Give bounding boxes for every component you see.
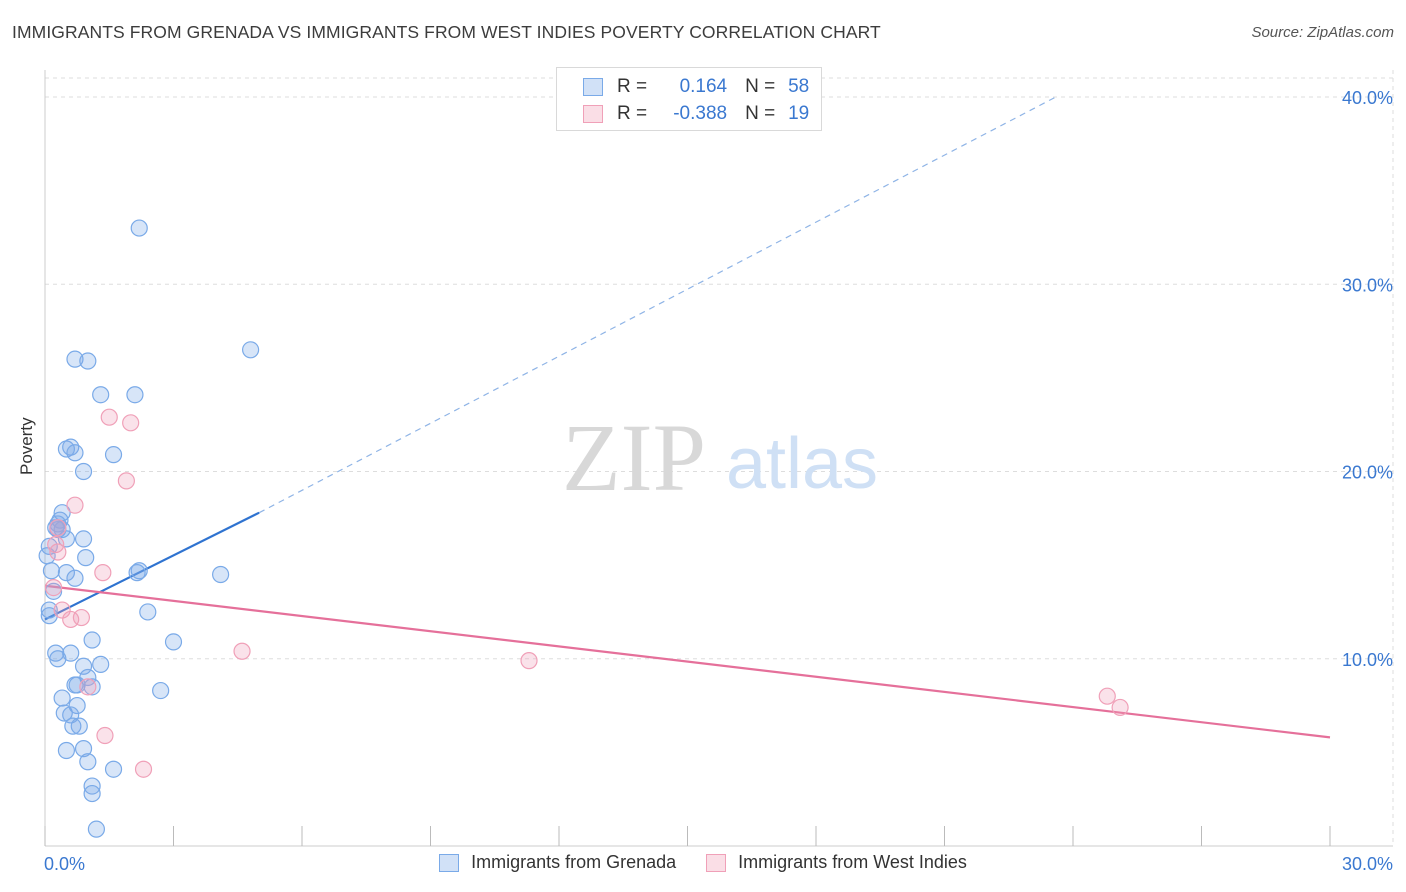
y-axis-label: Poverty: [17, 417, 36, 475]
point-west-indies: [117, 472, 135, 490]
legend-n-label: N =: [745, 76, 776, 97]
point-grenada: [66, 350, 84, 368]
point-grenada: [83, 678, 101, 696]
point-west-indies: [233, 642, 251, 660]
point-grenada: [70, 717, 88, 735]
source-label: Source: ZipAtlas.com: [1251, 24, 1394, 41]
point-west-indies: [79, 678, 97, 696]
point-west-indies: [94, 564, 112, 582]
point-grenada: [79, 352, 97, 370]
legend-swatch-west-indies: [583, 105, 603, 123]
point-grenada: [79, 753, 97, 771]
point-grenada: [74, 740, 93, 758]
tick-labels: 10.0% 20.0% 30.0% 40.0% 0.0% 30.0%: [44, 88, 1393, 874]
trend-line-grenada: [44, 511, 260, 621]
point-west-indies: [62, 610, 80, 629]
y-tick-label: 10.0%: [1342, 650, 1393, 670]
correlation-legend: R = 0.164 N = 58 R = -0.388 N = 19: [556, 67, 822, 131]
trend-lines: [44, 96, 1331, 739]
legend-item-west-indies[interactable]: Immigrants from West Indies: [706, 852, 967, 873]
axes: [44, 70, 1393, 847]
point-west-indies: [49, 543, 67, 561]
series-legend: Immigrants from Grenada Immigrants from …: [0, 852, 1406, 873]
y-tick-label: 40.0%: [1342, 88, 1393, 108]
trend-line-grenada-extension: [258, 96, 1057, 514]
point-grenada: [128, 564, 146, 582]
y-tick-label: 30.0%: [1342, 275, 1393, 295]
point-grenada: [66, 444, 84, 462]
legend-n-value: 19: [788, 103, 810, 124]
point-grenada: [92, 386, 110, 404]
legend-row-grenada: R = 0.164 N = 58: [583, 74, 809, 100]
x-tick-label: 0.0%: [44, 854, 85, 874]
point-grenada: [139, 603, 157, 621]
point-grenada: [53, 689, 71, 707]
grid: [45, 70, 1394, 846]
point-grenada: [57, 741, 76, 760]
point-grenada: [83, 784, 101, 803]
point-grenada: [242, 341, 260, 359]
legend-r-label: R =: [617, 76, 648, 97]
point-grenada: [130, 219, 148, 237]
point-grenada: [66, 569, 84, 587]
point-grenada: [87, 820, 106, 838]
watermark-atlas: atlas: [726, 424, 878, 504]
point-grenada: [104, 446, 123, 464]
point-west-indies: [100, 408, 118, 426]
legend-n-value: 58: [788, 76, 810, 97]
legend-r-label: R =: [617, 103, 648, 124]
point-grenada: [74, 462, 93, 481]
point-west-indies: [96, 726, 114, 745]
legend-r-value: 0.164: [679, 76, 728, 97]
point-grenada: [104, 760, 123, 778]
point-grenada: [55, 704, 73, 722]
point-grenada: [68, 676, 86, 694]
watermark: ZIP atlas: [562, 404, 878, 511]
point-west-indies: [44, 578, 63, 597]
point-grenada: [83, 631, 101, 649]
point-grenada: [212, 565, 230, 584]
point-grenada: [74, 657, 93, 675]
legend-row-west-indies: R = -0.388 N = 19: [583, 101, 809, 127]
point-west-indies: [122, 414, 140, 432]
point-grenada: [152, 681, 170, 700]
legend-label-west-indies: Immigrants from West Indies: [738, 852, 967, 872]
point-grenada: [68, 696, 86, 715]
legend-swatch-grenada: [439, 853, 460, 872]
legend-item-grenada[interactable]: Immigrants from Grenada: [439, 852, 676, 873]
x-tick-label: 30.0%: [1342, 854, 1393, 874]
data-points: [38, 219, 1129, 838]
point-grenada: [77, 549, 95, 567]
point-grenada: [64, 717, 82, 735]
y-tick-label: 20.0%: [1342, 463, 1393, 483]
point-west-indies: [1111, 698, 1129, 717]
point-grenada: [57, 564, 76, 582]
point-west-indies: [72, 608, 91, 627]
point-grenada: [92, 655, 110, 673]
legend-r-value: -0.388: [673, 103, 728, 124]
point-grenada: [164, 633, 183, 651]
point-west-indies: [520, 652, 538, 670]
legend-n-label: N =: [745, 103, 776, 124]
point-west-indies: [134, 760, 153, 778]
point-grenada: [74, 530, 93, 548]
point-west-indies: [1098, 687, 1116, 705]
point-grenada: [40, 601, 58, 619]
point-west-indies: [49, 519, 67, 537]
point-grenada: [44, 582, 63, 600]
trend-line-west-indies: [44, 584, 1331, 739]
legend-label-grenada: Immigrants from Grenada: [471, 852, 677, 872]
point-grenada: [42, 562, 61, 580]
point-grenada: [126, 386, 144, 404]
point-west-indies: [53, 601, 71, 619]
point-grenada: [49, 650, 67, 668]
point-west-indies: [66, 496, 84, 514]
legend-swatch-grenada: [583, 78, 603, 96]
chart-title: IMMIGRANTS FROM GRENADA VS IMMIGRANTS FR…: [12, 22, 881, 42]
watermark-zip: ZIP: [562, 404, 706, 511]
legend-swatch-west-indies: [706, 853, 727, 872]
